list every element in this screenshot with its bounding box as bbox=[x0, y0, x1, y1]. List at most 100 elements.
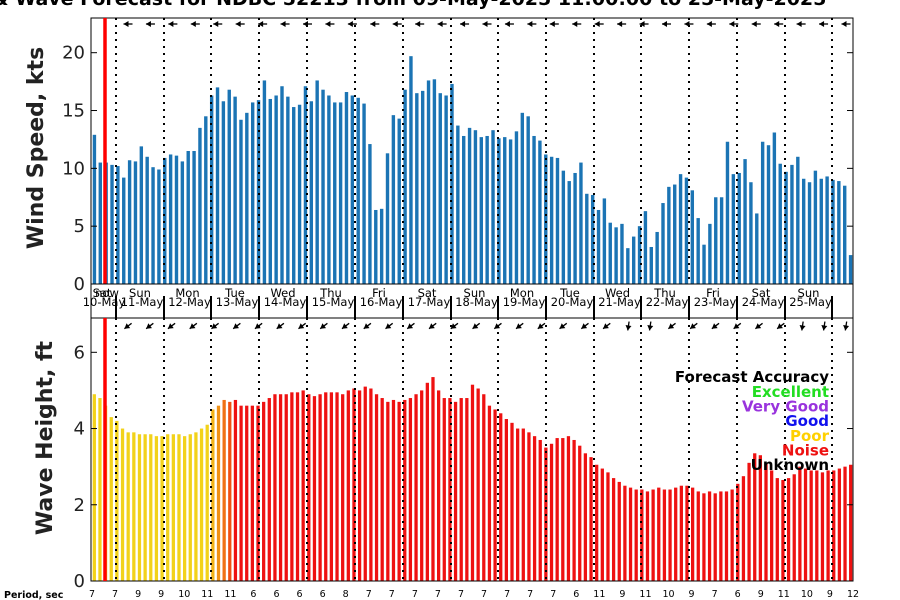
wind-bar bbox=[614, 227, 618, 284]
wave-bar bbox=[414, 394, 418, 581]
wind-ytick-label: 20 bbox=[62, 43, 85, 64]
wind-speed-axis-label: Wind Speed, kts bbox=[24, 47, 49, 249]
wind-direction-arrow bbox=[280, 21, 290, 27]
wind-bar bbox=[174, 155, 179, 284]
period-value: 7 bbox=[89, 589, 95, 600]
wind-bar bbox=[819, 178, 823, 284]
wave-bar bbox=[453, 401, 458, 581]
wind-bar bbox=[684, 177, 689, 284]
wind-bar bbox=[708, 223, 712, 284]
wave-bar bbox=[538, 439, 542, 581]
day-date-label: 13-May bbox=[216, 295, 259, 309]
wave-bar bbox=[307, 394, 311, 581]
wind-direction-arrow bbox=[527, 21, 537, 27]
wave-direction-arrow bbox=[711, 322, 720, 330]
wind-bar bbox=[338, 102, 343, 285]
wave-bar bbox=[504, 419, 508, 581]
wind-direction-arrow-head bbox=[841, 21, 847, 27]
wave-bar bbox=[549, 443, 554, 581]
wind-bar bbox=[327, 95, 331, 285]
wind-direction-arrow bbox=[123, 21, 133, 27]
wind-direction-arrow bbox=[370, 21, 380, 27]
day-name-label: Tue bbox=[559, 286, 580, 300]
wave-bar bbox=[623, 485, 627, 581]
period-value: 9 bbox=[758, 589, 764, 600]
period-value: 6 bbox=[573, 589, 579, 600]
wave-direction-arrow bbox=[776, 322, 785, 330]
wave-bar bbox=[391, 399, 396, 581]
wind-bar bbox=[145, 156, 149, 284]
wave-direction-arrow-head bbox=[124, 323, 131, 329]
wave-direction-arrow bbox=[580, 322, 589, 330]
wave-ytick-label: 6 bbox=[74, 342, 85, 363]
wave-bar bbox=[312, 396, 317, 581]
day-date-label: 24-May bbox=[742, 295, 785, 309]
wave-direction-arrow bbox=[276, 322, 285, 330]
wind-direction-arrow-head bbox=[392, 21, 398, 27]
day-date-label: 19-May bbox=[503, 295, 546, 309]
wind-bar bbox=[807, 182, 812, 284]
wave-direction-arrow bbox=[406, 322, 415, 330]
legend-item-excellent: Excellent bbox=[752, 383, 829, 401]
wind-bar bbox=[831, 179, 835, 284]
wind-direction-arrow bbox=[437, 21, 447, 27]
period-value: 9 bbox=[619, 589, 625, 600]
wave-bar bbox=[617, 481, 621, 581]
wind-bar bbox=[479, 137, 483, 284]
wave-bar bbox=[707, 491, 712, 581]
wind-bar bbox=[268, 98, 272, 285]
wave-direction-arrow-head bbox=[821, 325, 828, 331]
wind-bar bbox=[755, 213, 759, 284]
wind-direction-arrow-head bbox=[751, 21, 757, 27]
wind-ytick-label: 5 bbox=[74, 216, 85, 237]
wave-bar bbox=[352, 388, 356, 581]
wind-bar bbox=[127, 160, 132, 284]
wind-direction-arrow-head bbox=[504, 21, 510, 27]
wind-direction-arrow-head bbox=[347, 21, 353, 27]
wave-bar bbox=[278, 394, 283, 581]
wind-bar bbox=[350, 95, 355, 285]
wave-bar bbox=[628, 487, 633, 581]
wind-bar bbox=[239, 119, 243, 285]
wind-bar bbox=[362, 103, 366, 284]
wave-bar bbox=[465, 398, 469, 581]
wind-bar bbox=[456, 125, 460, 284]
wave-bar bbox=[758, 455, 762, 581]
wave-bar bbox=[724, 491, 729, 581]
wind-bar bbox=[608, 222, 612, 284]
wind-bar bbox=[415, 93, 419, 284]
wave-bar bbox=[425, 382, 429, 581]
period-row: 7 7 9 9 10 11 11 6 6 6 6 8 7 7 7 7 7 7 7 7 7 6 11 9 11 10 9 7 6 9 11 10… bbox=[89, 589, 859, 600]
wind-bar bbox=[714, 197, 718, 284]
wave-bar bbox=[403, 399, 407, 581]
wave-direction-arrow bbox=[625, 321, 632, 331]
wind-direction-arrow bbox=[662, 21, 671, 27]
wave-direction-arrow-head bbox=[777, 323, 783, 329]
wind-direction-arrow bbox=[841, 21, 851, 27]
wind-bar bbox=[467, 127, 472, 285]
wave-bar bbox=[679, 485, 683, 581]
wave-bar bbox=[482, 394, 486, 581]
wave-direction-arrow bbox=[124, 322, 132, 330]
wave-direction-arrow bbox=[450, 322, 459, 330]
wind-direction-arrow bbox=[504, 21, 514, 27]
wave-bar bbox=[374, 394, 379, 581]
wave-direction-arrow bbox=[559, 322, 568, 330]
wave-bar bbox=[386, 401, 390, 581]
wave-bar bbox=[408, 398, 413, 581]
wave-ytick-label: 0 bbox=[74, 571, 85, 592]
wave-bar bbox=[290, 392, 294, 581]
wind-bar bbox=[110, 164, 114, 284]
period-value: 10 bbox=[178, 589, 190, 600]
wind-direction-arrow-head bbox=[594, 21, 600, 27]
wave-direction-arrow bbox=[821, 321, 828, 331]
wave-bar bbox=[713, 493, 717, 581]
period-value: 7 bbox=[366, 589, 372, 600]
wind-bar bbox=[426, 80, 431, 284]
wind-bar bbox=[784, 171, 788, 284]
day-date-label: 17-May bbox=[408, 295, 451, 309]
wind-bar bbox=[368, 144, 372, 284]
wind-direction-arrow-head bbox=[819, 21, 825, 27]
wind-direction-arrow bbox=[460, 21, 470, 27]
